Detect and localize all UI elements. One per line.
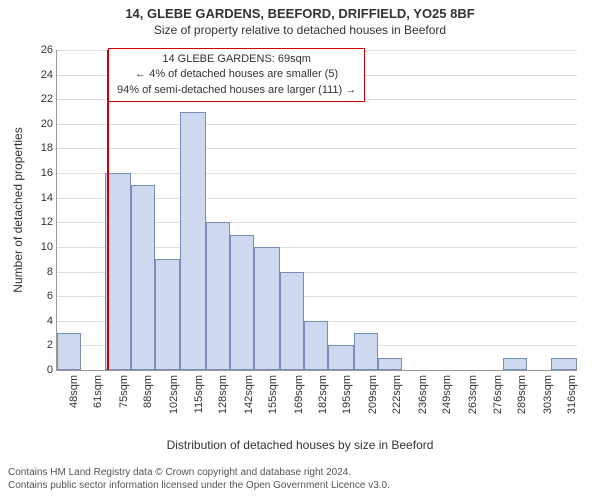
histogram-bar <box>155 259 179 370</box>
y-tick-label: 4 <box>47 315 57 327</box>
annotation-line-2: ← 4% of detached houses are smaller (5) <box>117 67 356 82</box>
footer-line-2: Contains public sector information licen… <box>8 479 390 492</box>
x-tick-label: 48sqm <box>68 375 80 408</box>
x-tick-label: 209sqm <box>367 375 379 414</box>
page-title: 14, GLEBE GARDENS, BEEFORD, DRIFFIELD, Y… <box>0 0 600 23</box>
y-tick-label: 18 <box>41 142 57 154</box>
histogram-bar <box>551 358 577 370</box>
histogram-bar <box>304 321 328 370</box>
x-tick-label: 88sqm <box>142 375 154 408</box>
histogram-bar <box>254 247 280 370</box>
annotation-box: 14 GLEBE GARDENS: 69sqm ← 4% of detached… <box>108 48 365 102</box>
x-tick-label: 249sqm <box>441 375 453 414</box>
x-tick-label: 75sqm <box>118 375 130 408</box>
histogram-bar <box>180 112 206 370</box>
x-tick-label: 222sqm <box>391 375 403 414</box>
x-tick-label: 155sqm <box>267 375 279 414</box>
y-tick-label: 22 <box>41 93 57 105</box>
histogram-bar <box>105 173 131 370</box>
histogram-bar <box>328 345 354 370</box>
chart-container: 14, GLEBE GARDENS, BEEFORD, DRIFFIELD, Y… <box>0 0 600 500</box>
x-tick-label: 115sqm <box>193 375 205 413</box>
histogram-bar <box>280 272 304 370</box>
y-tick-label: 12 <box>41 216 57 228</box>
x-tick-label: 316sqm <box>566 375 578 414</box>
x-tick-label: 102sqm <box>168 375 180 414</box>
x-tick-label: 289sqm <box>516 375 528 414</box>
annotation-line-1: 14 GLEBE GARDENS: 69sqm <box>117 52 356 67</box>
histogram-bar <box>57 333 81 370</box>
annotation-line-3: 94% of semi-detached houses are larger (… <box>117 83 356 98</box>
x-tick-label: 142sqm <box>243 375 255 414</box>
x-tick-label: 182sqm <box>317 375 329 414</box>
histogram-bar <box>503 358 527 370</box>
y-tick-label: 10 <box>41 241 57 253</box>
histogram-bar <box>230 235 254 370</box>
x-tick-label: 128sqm <box>217 375 229 414</box>
x-tick-label: 263sqm <box>467 375 479 414</box>
y-tick-label: 6 <box>47 290 57 302</box>
histogram-bar <box>206 222 230 370</box>
gridline <box>57 124 577 125</box>
gridline <box>57 148 577 149</box>
x-tick-label: 61sqm <box>92 375 104 408</box>
x-tick-label: 169sqm <box>293 375 305 414</box>
gridline <box>57 173 577 174</box>
x-tick-label: 236sqm <box>417 375 429 414</box>
y-tick-label: 26 <box>41 44 57 56</box>
x-tick-label: 276sqm <box>492 375 504 414</box>
footer: Contains HM Land Registry data © Crown c… <box>8 466 390 492</box>
x-tick-label: 195sqm <box>341 375 353 414</box>
y-axis-label: Number of detached properties <box>11 127 25 292</box>
y-tick-label: 8 <box>47 266 57 278</box>
footer-line-1: Contains HM Land Registry data © Crown c… <box>8 466 390 479</box>
histogram-bar <box>354 333 378 370</box>
histogram-bar <box>131 185 155 370</box>
y-tick-label: 2 <box>47 339 57 351</box>
y-tick-label: 0 <box>47 364 57 376</box>
y-tick-label: 20 <box>41 118 57 130</box>
page-subtitle: Size of property relative to detached ho… <box>0 23 600 39</box>
y-tick-label: 14 <box>41 192 57 204</box>
histogram-bar <box>378 358 402 370</box>
y-tick-label: 16 <box>41 167 57 179</box>
y-tick-label: 24 <box>41 69 57 81</box>
x-axis-label: Distribution of detached houses by size … <box>167 438 434 452</box>
x-tick-label: 303sqm <box>542 375 554 414</box>
